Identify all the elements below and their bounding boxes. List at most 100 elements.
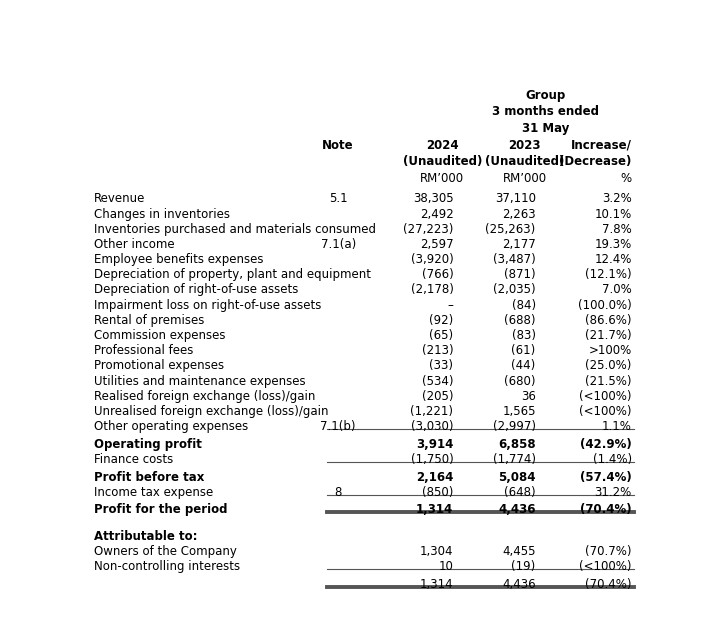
Text: Professional fees: Professional fees [94, 344, 193, 357]
Text: (83): (83) [512, 329, 536, 342]
Text: Finance costs: Finance costs [94, 453, 173, 466]
Text: Utilities and maintenance expenses: Utilities and maintenance expenses [94, 375, 306, 387]
Text: (92): (92) [429, 314, 453, 327]
Text: 4,436: 4,436 [502, 577, 536, 591]
Text: Operating profit: Operating profit [94, 438, 202, 451]
Text: Unrealised foreign exchange (loss)/gain: Unrealised foreign exchange (loss)/gain [94, 405, 329, 418]
Text: (<100%): (<100%) [579, 390, 632, 403]
Text: Employee benefits expenses: Employee benefits expenses [94, 253, 263, 266]
Text: RM’000: RM’000 [503, 172, 547, 185]
Text: Other income: Other income [94, 238, 175, 251]
Text: (70.4%): (70.4%) [580, 503, 632, 516]
Text: 10: 10 [438, 560, 453, 573]
Text: (61): (61) [511, 344, 536, 357]
Text: 1,304: 1,304 [420, 545, 453, 558]
Text: Realised foreign exchange (loss)/gain: Realised foreign exchange (loss)/gain [94, 390, 315, 403]
Text: Depreciation of property, plant and equipment: Depreciation of property, plant and equi… [94, 268, 371, 281]
Text: (70.4%): (70.4%) [586, 577, 632, 591]
Text: 19.3%: 19.3% [595, 238, 632, 251]
Text: (3,487): (3,487) [493, 253, 536, 266]
Text: (84): (84) [512, 299, 536, 312]
Text: (70.7%): (70.7%) [586, 545, 632, 558]
Text: Non-controlling interests: Non-controlling interests [94, 560, 240, 573]
Text: (3,030): (3,030) [411, 420, 453, 433]
Text: 31 May: 31 May [522, 122, 569, 135]
Text: (1,221): (1,221) [411, 405, 453, 418]
Text: 5.1: 5.1 [329, 192, 348, 205]
Text: Revenue: Revenue [94, 192, 145, 205]
Text: (850): (850) [422, 486, 453, 499]
Text: 36: 36 [521, 390, 536, 403]
Text: (205): (205) [422, 390, 453, 403]
Text: 1,314: 1,314 [420, 577, 453, 591]
Text: Promotional expenses: Promotional expenses [94, 359, 224, 373]
Text: (65): (65) [429, 329, 453, 342]
Text: (Unaudited): (Unaudited) [403, 155, 482, 168]
Text: 31.2%: 31.2% [595, 486, 632, 499]
Text: (57.4%): (57.4%) [580, 471, 632, 483]
Text: Profit for the period: Profit for the period [94, 503, 227, 516]
Text: (<100%): (<100%) [579, 560, 632, 573]
Text: Income tax expense: Income tax expense [94, 486, 213, 499]
Text: (680): (680) [504, 375, 536, 387]
Text: 12.4%: 12.4% [594, 253, 632, 266]
Text: (100.0%): (100.0%) [578, 299, 632, 312]
Text: 5,084: 5,084 [498, 471, 536, 483]
Text: 7.0%: 7.0% [602, 284, 632, 296]
Text: (19): (19) [511, 560, 536, 573]
Text: 2024: 2024 [426, 139, 459, 151]
Text: Impairment loss on right-of-use assets: Impairment loss on right-of-use assets [94, 299, 321, 312]
Text: (213): (213) [422, 344, 453, 357]
Text: 7.8%: 7.8% [602, 223, 632, 236]
Text: (3,920): (3,920) [411, 253, 453, 266]
Text: 3.2%: 3.2% [602, 192, 632, 205]
Text: (25,263): (25,263) [486, 223, 536, 236]
Text: 8: 8 [334, 486, 342, 499]
Text: %: % [621, 172, 632, 185]
Text: 2023: 2023 [508, 139, 541, 151]
Text: (44): (44) [511, 359, 536, 373]
Text: 2,492: 2,492 [420, 207, 453, 221]
Text: Inventories purchased and materials consumed: Inventories purchased and materials cons… [94, 223, 376, 236]
Text: (Decrease): (Decrease) [559, 155, 632, 168]
Text: Owners of the Company: Owners of the Company [94, 545, 237, 558]
Text: (1,774): (1,774) [493, 453, 536, 466]
Text: Attributable to:: Attributable to: [94, 530, 198, 543]
Text: (Unaudited): (Unaudited) [485, 155, 564, 168]
Text: Changes in inventories: Changes in inventories [94, 207, 230, 221]
Text: Commission expenses: Commission expenses [94, 329, 225, 342]
Text: (86.6%): (86.6%) [586, 314, 632, 327]
Text: Profit before tax: Profit before tax [94, 471, 205, 483]
Text: 2,164: 2,164 [416, 471, 453, 483]
Text: (871): (871) [504, 268, 536, 281]
Text: (25.0%): (25.0%) [586, 359, 632, 373]
Text: 1.1%: 1.1% [602, 420, 632, 433]
Text: 3,914: 3,914 [416, 438, 453, 451]
Text: Note: Note [322, 139, 354, 151]
Text: 7.1(a): 7.1(a) [321, 238, 356, 251]
Text: (27,223): (27,223) [403, 223, 453, 236]
Text: 10.1%: 10.1% [595, 207, 632, 221]
Text: >100%: >100% [588, 344, 632, 357]
Text: 1,565: 1,565 [502, 405, 536, 418]
Text: (766): (766) [422, 268, 453, 281]
Text: (534): (534) [422, 375, 453, 387]
Text: (33): (33) [429, 359, 453, 373]
Text: (21.5%): (21.5%) [586, 375, 632, 387]
Text: 7.1(b): 7.1(b) [321, 420, 356, 433]
Text: (21.7%): (21.7%) [585, 329, 632, 342]
Text: –: – [447, 299, 453, 312]
Text: (2,997): (2,997) [493, 420, 536, 433]
Text: 1,314: 1,314 [416, 503, 453, 516]
Text: RM’000: RM’000 [421, 172, 464, 185]
Text: 2,177: 2,177 [502, 238, 536, 251]
Text: (1,750): (1,750) [411, 453, 453, 466]
Text: Other operating expenses: Other operating expenses [94, 420, 249, 433]
Text: (648): (648) [504, 486, 536, 499]
Text: Group: Group [525, 88, 566, 102]
Text: 4,436: 4,436 [498, 503, 536, 516]
Text: (42.9%): (42.9%) [580, 438, 632, 451]
Text: 38,305: 38,305 [413, 192, 453, 205]
Text: (688): (688) [504, 314, 536, 327]
Text: 2,597: 2,597 [420, 238, 453, 251]
